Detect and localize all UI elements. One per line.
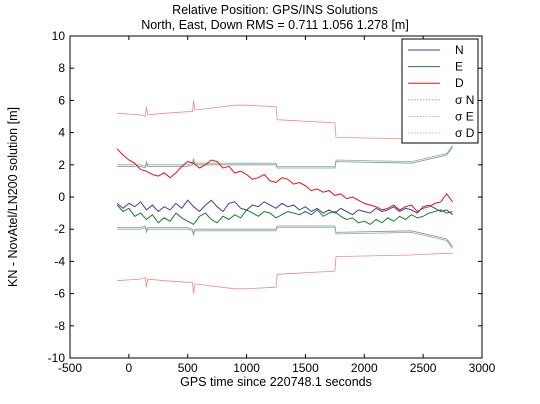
legend-label: σ N [455,93,474,107]
series-line-5-negative [117,252,453,294]
solution-series-layer [116,148,454,226]
x-axis: -500 0 500 1000 1500 2000 2500 3000 [58,36,496,375]
y-axis-label: KN - NovAtel/LN200 solution [m] [6,107,20,287]
x-tick-label: -500 [58,361,82,375]
series-line-5 [117,100,453,142]
legend-label: N [455,43,464,57]
y-tick-label: 4 [58,126,65,140]
legend-box [401,38,479,144]
x-tick-label: 1500 [292,361,319,375]
y-tick-label: 10 [52,29,66,43]
legend-label: σ D [455,126,475,140]
series-line-4-negative [117,227,453,249]
x-tick-label: 0 [126,361,133,375]
chart-title: Relative Position: GPS/INS Solutions [172,3,378,17]
x-axis-label: GPS time since 220748.1 seconds [180,375,372,389]
x-tick-label: 2500 [410,361,437,375]
legend-label: E [455,60,463,74]
y-tick-label: 8 [58,61,65,75]
series-line-1 [116,204,453,226]
y-tick-label: -8 [54,319,65,333]
legend-label: σ E [455,109,474,123]
series-line-2 [116,148,454,213]
series-line-4 [117,145,453,167]
x-tick-label: 500 [178,361,198,375]
x-tick-label: 2000 [351,361,378,375]
y-tick-label: 0 [58,190,65,204]
legend-label: D [455,76,464,90]
y-tick-label: 2 [58,158,65,172]
y-tick-label: -2 [54,222,65,236]
y-tick-label: -10 [48,351,66,365]
y-axis: -10 -8 -6 -4 -2 0 2 4 6 8 10 [48,29,482,365]
sigma-series-layer [117,100,453,294]
y-tick-label: -4 [54,254,65,268]
chart-subtitle: North, East, Down RMS = 0.711 1.056 1.27… [141,18,409,32]
y-tick-label: -6 [54,287,65,301]
x-tick-label: 1000 [233,361,260,375]
y-tick-label: 6 [58,93,65,107]
series-line-0 [116,199,453,216]
x-tick-label: 3000 [469,361,496,375]
